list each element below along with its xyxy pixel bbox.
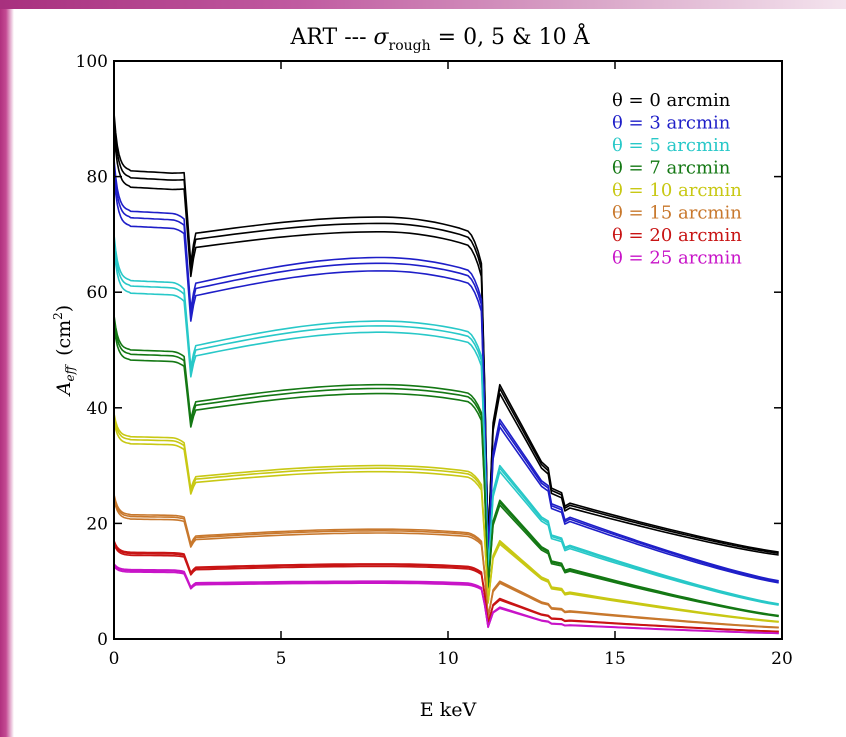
- x-tick-label: 5: [276, 649, 287, 669]
- title-subscript: rough: [389, 38, 431, 54]
- x-axis-label: E keV: [420, 699, 477, 721]
- series-line: [113, 159, 779, 582]
- legend-entry: θ = 5 arcmin: [612, 135, 731, 156]
- x-tick: 15: [604, 61, 626, 669]
- y-tick: 20: [86, 514, 782, 534]
- y-tick: 40: [86, 399, 782, 419]
- series: [113, 315, 779, 618]
- chart-title: ART --- σrough = 0, 5 & 10 Å: [289, 22, 590, 54]
- legend-entry: θ = 3 arcmin: [612, 113, 731, 134]
- x-tick-label: 10: [437, 649, 459, 669]
- series: [113, 234, 779, 606]
- series-line: [113, 543, 779, 633]
- series-line: [113, 499, 779, 629]
- x-tick-label: 15: [604, 649, 626, 669]
- svg-text:ART --- σrough = 0, 5 & 10 Å: ART --- σrough = 0, 5 & 10 Å: [289, 22, 590, 54]
- y-label-sup: 2: [51, 312, 65, 320]
- series-line: [113, 416, 779, 623]
- y-axis-ticks: 0 20 40 60 80 100: [76, 52, 782, 650]
- series-line: [113, 326, 779, 618]
- series: [113, 563, 779, 635]
- series-line: [113, 315, 779, 617]
- y-axis-label: Aeff (cm2): [51, 305, 77, 397]
- y-label-main: A: [53, 382, 75, 398]
- legend-entry: θ = 0 arcmin: [612, 90, 731, 111]
- legend-entry: θ = 15 arcmin: [612, 203, 742, 224]
- y-label-close: ): [53, 305, 75, 312]
- series-line: [113, 166, 779, 583]
- title-prefix: ART ---: [289, 25, 373, 50]
- x-tick: 0: [109, 61, 120, 669]
- y-tick: 80: [86, 168, 782, 188]
- series-line: [113, 494, 779, 629]
- series-line: [113, 564, 779, 635]
- x-tick: 20: [771, 61, 793, 669]
- accent-bar: [0, 0, 846, 9]
- x-tick-label: 0: [109, 649, 120, 669]
- y-tick-label: 80: [86, 168, 108, 188]
- series: [113, 413, 779, 623]
- series-line: [113, 234, 779, 605]
- title-symbol: σ: [374, 25, 390, 50]
- series: [113, 112, 779, 556]
- y-tick: 100: [76, 52, 782, 72]
- x-tick: 5: [276, 61, 287, 669]
- series-line: [113, 565, 779, 635]
- series-line: [113, 131, 779, 556]
- title-suffix: = 0, 5 & 10 Å: [431, 22, 591, 50]
- series-line: [113, 413, 779, 623]
- legend-entry: θ = 20 arcmin: [612, 225, 742, 246]
- series: [113, 494, 779, 629]
- series-line: [113, 496, 779, 629]
- series-line: [113, 176, 779, 584]
- plot-curves: [113, 112, 779, 635]
- svg-text:Aeff(cm2): Aeff (cm2): [51, 305, 77, 397]
- legend-entry: θ = 10 arcmin: [612, 180, 742, 201]
- y-tick: 60: [86, 283, 782, 303]
- series-line: [113, 240, 779, 606]
- series-line: [113, 120, 779, 555]
- y-tick-label: 0: [97, 630, 108, 650]
- series-line: [113, 421, 779, 623]
- x-tick-label: 20: [771, 649, 793, 669]
- y-tick-label: 100: [76, 52, 108, 72]
- y-tick: 0: [97, 630, 782, 650]
- legend-entry: θ = 7 arcmin: [612, 158, 731, 179]
- series-line: [113, 248, 779, 606]
- y-tick-label: 20: [86, 514, 108, 534]
- legend-entry: θ = 25 arcmin: [612, 248, 742, 269]
- y-tick-label: 40: [86, 399, 108, 419]
- y-label-units: (cm: [53, 320, 75, 356]
- series: [113, 540, 779, 633]
- series-line: [113, 320, 779, 617]
- x-tick: 10: [437, 61, 459, 669]
- series-line: [113, 112, 779, 553]
- series: [113, 159, 779, 584]
- y-label-sub: eff: [63, 363, 77, 381]
- y-tick-label: 60: [86, 283, 108, 303]
- x-axis-ticks: 0 5 10 15 20: [109, 61, 793, 669]
- series-line: [113, 563, 779, 634]
